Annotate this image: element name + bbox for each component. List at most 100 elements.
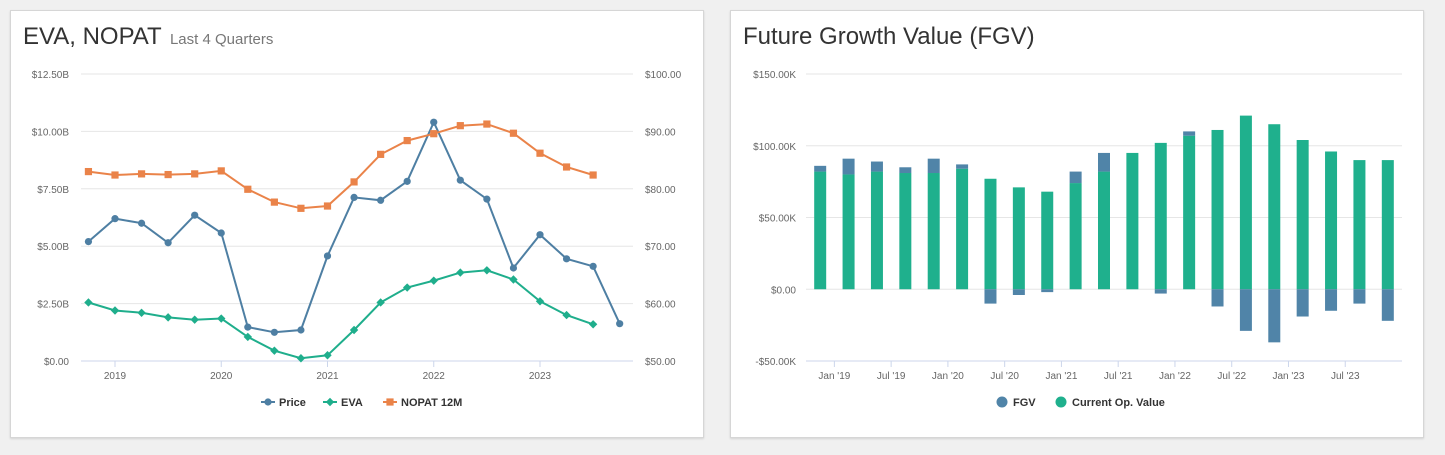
nopat-12m-point bbox=[483, 120, 491, 128]
fgv-bar bbox=[1381, 289, 1394, 321]
price-point bbox=[456, 176, 464, 184]
current-op-value-bar bbox=[1126, 152, 1139, 290]
eva-point bbox=[163, 313, 173, 322]
current-op-value-bar bbox=[1268, 124, 1281, 290]
current-op-value-bar bbox=[870, 171, 883, 290]
fgv-bar bbox=[870, 161, 883, 172]
fgv-bar bbox=[1353, 289, 1366, 304]
x-tick-label: Jul '20 bbox=[990, 371, 1019, 382]
current-op-value-bar bbox=[1183, 135, 1196, 290]
eva-point bbox=[482, 266, 492, 275]
eva-point bbox=[110, 306, 120, 315]
current-op-value-bar bbox=[1041, 191, 1054, 290]
eva-point bbox=[456, 268, 465, 277]
chart-title: Future Growth Value (FGV) bbox=[743, 23, 1035, 50]
current-op-value-bar bbox=[1381, 160, 1394, 290]
nopat-12m-point bbox=[589, 171, 597, 179]
eva-point bbox=[270, 346, 279, 355]
legend-item-fgv: FGV bbox=[996, 396, 1036, 409]
y-tick-label: $0.00 bbox=[771, 285, 796, 296]
legend-label: EVA bbox=[341, 397, 363, 409]
y-left-tick-label: $5.00B bbox=[37, 242, 69, 253]
price-point bbox=[377, 196, 385, 204]
price-point bbox=[270, 328, 278, 336]
current-op-value-bar bbox=[1098, 171, 1110, 290]
current-op-value-bar bbox=[1012, 187, 1025, 290]
nopat-12m-point bbox=[323, 202, 332, 210]
eva-point bbox=[190, 315, 199, 324]
nopat-12m-point bbox=[270, 198, 278, 206]
x-tick-label: 2020 bbox=[210, 371, 233, 382]
fgv-bar bbox=[842, 158, 855, 175]
chart-title: EVA, NOPAT Last 4 Quarters bbox=[23, 23, 274, 50]
fgv-bar bbox=[899, 167, 912, 174]
y-tick-label: $100.00K bbox=[753, 142, 796, 153]
price-series bbox=[84, 118, 624, 336]
current-op-value-bar bbox=[899, 173, 912, 290]
y-right-tick-label: $70.00 bbox=[645, 242, 676, 253]
eva-line bbox=[88, 269, 594, 360]
fgv-bar bbox=[1041, 289, 1054, 293]
y-left-tick-label: $10.00B bbox=[32, 127, 70, 138]
price-point bbox=[323, 252, 332, 260]
eva-nopat-card: EVA, NOPAT Last 4 Quarters $0.00 $2.50B $5… bbox=[10, 10, 704, 438]
y-tick-label: $50.00K bbox=[759, 214, 797, 225]
price-point bbox=[244, 323, 252, 331]
price-point bbox=[191, 211, 199, 219]
fgv-bar bbox=[1325, 289, 1338, 311]
nopat-12m-point bbox=[164, 170, 172, 179]
price-point bbox=[589, 262, 597, 270]
y-left-tick-label: $7.50B bbox=[37, 185, 69, 196]
fgv-bar bbox=[1296, 289, 1309, 317]
price-point bbox=[509, 264, 518, 272]
fgv-bar bbox=[1098, 152, 1110, 172]
price-point bbox=[217, 229, 225, 237]
fgv-bar bbox=[1069, 171, 1082, 184]
current-op-value-bar bbox=[1296, 140, 1309, 290]
eva-point bbox=[137, 308, 146, 317]
y-right-tick-label: $60.00 bbox=[645, 300, 676, 311]
nopat-12m-point bbox=[137, 170, 146, 178]
price-point bbox=[430, 118, 438, 126]
eva-point bbox=[562, 310, 571, 320]
legend-item-price: Price bbox=[261, 397, 306, 409]
fgv-chart: -$50.00K $0.00 $50.00K $100.00K $150.00K Jan … bbox=[753, 70, 1402, 409]
current-op-value-bar bbox=[814, 171, 827, 290]
price-point bbox=[111, 215, 119, 223]
fgv-bar bbox=[1211, 289, 1224, 307]
current-op-value-bar bbox=[1353, 160, 1366, 290]
eva-point bbox=[429, 276, 438, 285]
x-tick-label: Jan '21 bbox=[1045, 371, 1077, 382]
nopat-12m-point bbox=[191, 170, 199, 178]
eva-nopat-chart: $0.00 $2.50B $5.00B $7.50B $10.00B $12.50B $50… bbox=[32, 70, 682, 409]
y-right-tick-label: $100.00 bbox=[645, 70, 682, 81]
nopat-12m-point bbox=[456, 122, 464, 130]
fgv-bar bbox=[814, 165, 827, 172]
x-tick-label: Jan '20 bbox=[932, 371, 964, 382]
nopat-12m-point bbox=[430, 130, 438, 138]
y-right-tick-label: $80.00 bbox=[645, 185, 676, 196]
eva-point bbox=[349, 325, 359, 335]
current-op-value-bar bbox=[1325, 151, 1338, 290]
legend-marker bbox=[325, 397, 335, 407]
x-tick-label: Jul '22 bbox=[1217, 371, 1246, 382]
x-tick-label: Jul '21 bbox=[1104, 371, 1133, 382]
nopat-12m-point bbox=[84, 167, 93, 176]
eva-point bbox=[217, 314, 226, 323]
current-op-value-bar bbox=[1239, 115, 1252, 290]
fgv-bar bbox=[956, 164, 969, 169]
eva-point bbox=[376, 298, 385, 307]
nopat-12m-series bbox=[84, 120, 597, 212]
legend-item-eva: EVA bbox=[323, 397, 363, 409]
current-op-value-bar bbox=[927, 173, 940, 290]
fgv-bar bbox=[1183, 131, 1196, 136]
fgv-bar bbox=[1012, 289, 1025, 295]
price-point bbox=[483, 195, 491, 203]
current-op-value-bar bbox=[984, 178, 997, 290]
legend-item-current-op-value: Current Op. Value bbox=[1055, 396, 1165, 409]
y-right-tick-label: $90.00 bbox=[645, 127, 676, 138]
price-point bbox=[164, 239, 172, 247]
eva-point bbox=[588, 320, 598, 329]
nopat-12m-point bbox=[350, 178, 358, 186]
fgv-bar bbox=[927, 158, 940, 174]
